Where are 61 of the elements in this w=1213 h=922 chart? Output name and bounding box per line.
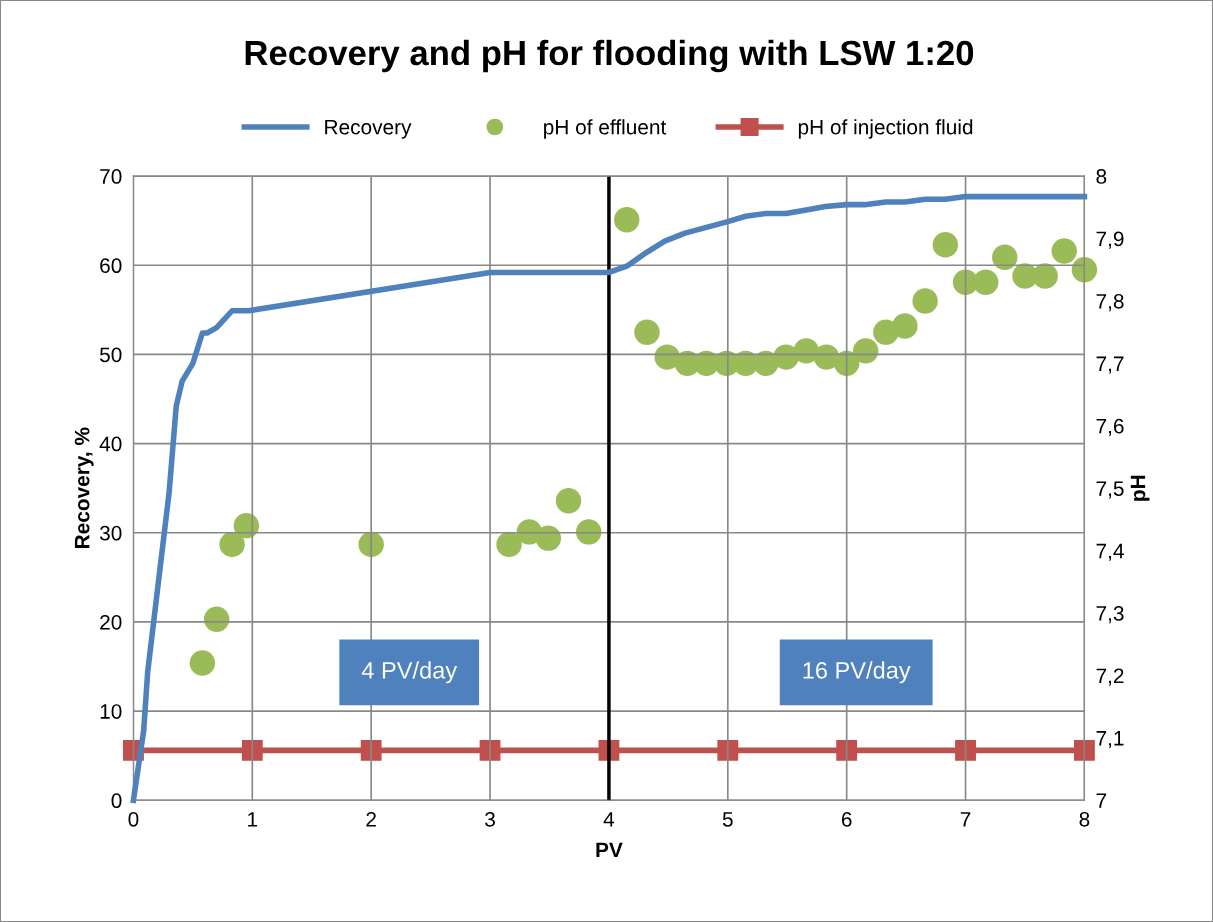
y-tick-label: 60 xyxy=(100,258,122,274)
y2-axis-title: pH xyxy=(1130,475,1150,501)
point xyxy=(717,739,739,761)
x-tick-label: 2 xyxy=(366,811,376,827)
legend-label: pH of injection fluid xyxy=(798,119,973,139)
y2-tick-label: 7,6 xyxy=(1096,418,1124,436)
y-tick-label: 0 xyxy=(111,793,122,809)
y2-tick-label: 7 xyxy=(1096,793,1107,808)
x-tick-label: 1 xyxy=(248,812,258,827)
x-tick-label: 4 xyxy=(603,812,615,827)
y2-tick-label: 7,2 xyxy=(1096,668,1124,686)
x-tick-label: 6 xyxy=(841,811,852,827)
point xyxy=(360,739,382,761)
annotation: 4 PV/day xyxy=(361,661,458,684)
point xyxy=(241,739,263,761)
point xyxy=(614,207,640,233)
y2-tick-label: 7,9 xyxy=(1096,231,1124,249)
x-tick-label: 5 xyxy=(722,812,733,827)
x-tick-label: 7 xyxy=(960,812,971,827)
point xyxy=(892,313,918,339)
y2-tick-label: 8 xyxy=(1096,169,1107,184)
y-tick-label: 30 xyxy=(99,525,122,541)
point xyxy=(575,519,602,545)
y-tick-label: 70 xyxy=(100,169,122,184)
point xyxy=(1032,263,1058,289)
point xyxy=(912,288,938,314)
legend-label: Recovery xyxy=(325,119,412,139)
x-tick-label: 0 xyxy=(128,811,139,827)
y-tick-label: 40 xyxy=(99,436,122,452)
point xyxy=(955,739,976,761)
point xyxy=(973,269,999,295)
point xyxy=(1074,739,1095,761)
point xyxy=(836,739,858,761)
point xyxy=(203,606,230,633)
point xyxy=(535,525,562,551)
legend-label: pH of effluent xyxy=(544,119,667,139)
point xyxy=(1051,238,1077,264)
y2-tick-label: 7,1 xyxy=(1096,731,1124,749)
point xyxy=(1071,257,1098,283)
x-tick-label: 8 xyxy=(1079,811,1090,827)
y-tick-label: 50 xyxy=(99,347,122,363)
y-tick-label: 10 xyxy=(100,704,122,719)
point xyxy=(219,531,245,558)
y2-tick-label: 7,5 xyxy=(1096,481,1124,499)
x-axis-title: PV xyxy=(596,842,623,858)
point xyxy=(852,338,879,364)
x-tick-label: 3 xyxy=(485,811,495,827)
point xyxy=(189,650,216,676)
point xyxy=(555,487,582,514)
y2-tick-label: 7,4 xyxy=(1096,543,1124,561)
point xyxy=(992,244,1018,270)
chart-title: Recovery and pH for flooding with LSW 1:20 xyxy=(245,39,974,73)
y2-tick-label: 7,3 xyxy=(1096,606,1124,624)
point xyxy=(634,319,660,345)
y-axis-title: Recovery, % xyxy=(74,427,94,548)
point xyxy=(496,531,522,558)
annotation: 16 PV/day xyxy=(803,661,911,684)
y-tick-label: 20 xyxy=(100,614,122,630)
y2-tick-label: 7,7 xyxy=(1096,356,1124,374)
y2-tick-label: 7,8 xyxy=(1096,293,1124,312)
point xyxy=(932,232,959,258)
